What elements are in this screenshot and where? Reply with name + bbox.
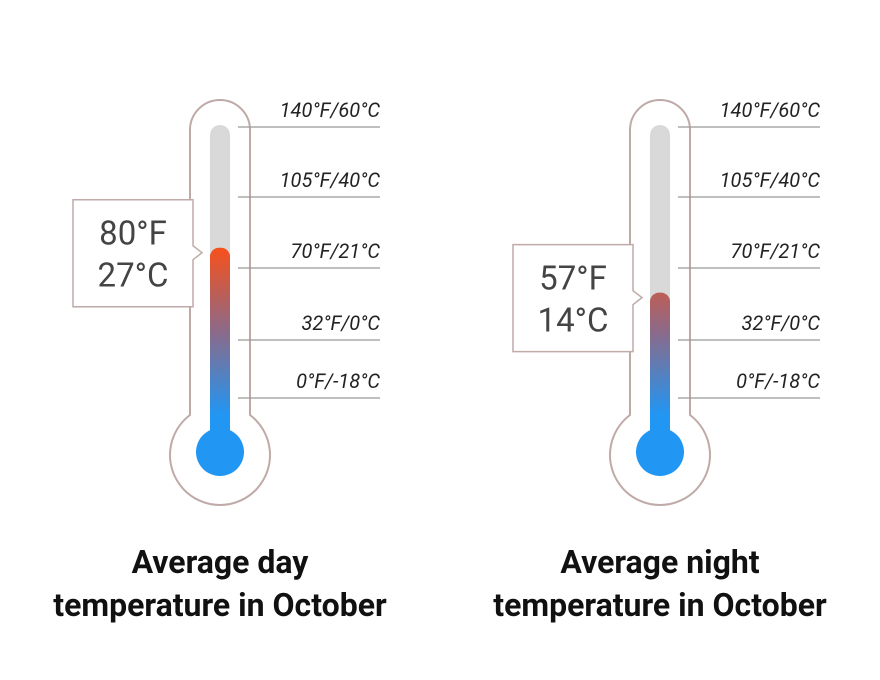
value-label-celsius: 14°C <box>538 302 609 341</box>
bulb <box>196 428 244 476</box>
title: temperature in October <box>53 586 387 624</box>
tick-label: 32°F/0°C <box>301 311 380 335</box>
fill-level <box>210 247 230 452</box>
title: Average night <box>560 543 759 581</box>
tick-label: 32°F/0°C <box>741 311 820 335</box>
value-label: 57°F <box>539 260 607 299</box>
tick-label: 140°F/60°C <box>720 98 821 122</box>
fill-level <box>650 292 670 452</box>
tick-label: 70°F/21°C <box>291 239 381 263</box>
tick-label: 70°F/21°C <box>731 239 821 263</box>
callout <box>512 243 644 353</box>
tick-label: 105°F/40°C <box>280 168 381 192</box>
callout <box>72 198 204 308</box>
title: temperature in October <box>493 586 827 624</box>
tick-label: 105°F/40°C <box>720 168 821 192</box>
title: Average day <box>132 543 310 581</box>
bulb <box>636 428 684 476</box>
value-label: 80°F <box>99 215 167 254</box>
value-label-celsius: 27°C <box>98 257 169 296</box>
tick-label: 140°F/60°C <box>280 98 381 122</box>
tick-label: 0°F/-18°C <box>296 369 380 393</box>
tick-label: 0°F/-18°C <box>736 369 820 393</box>
